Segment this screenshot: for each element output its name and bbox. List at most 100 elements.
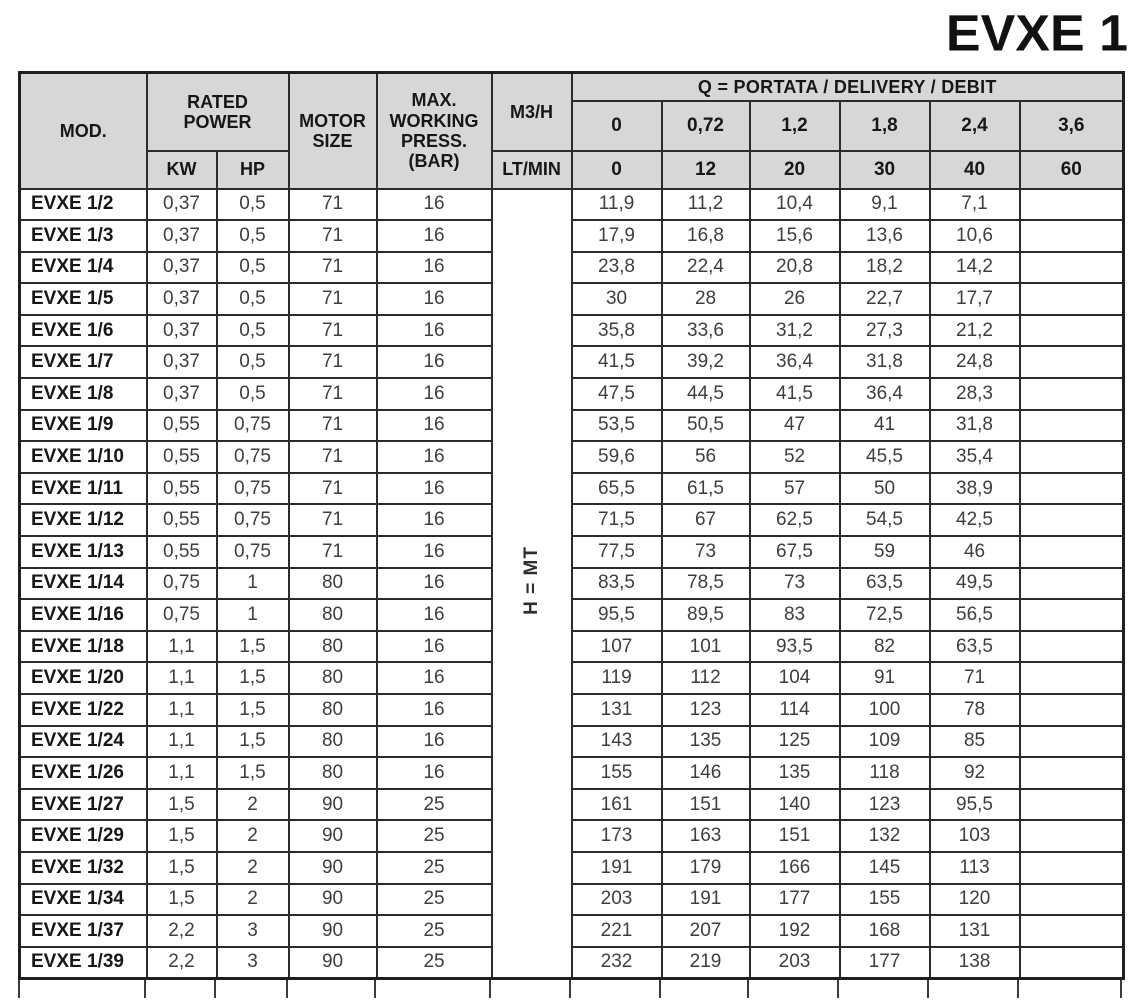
cell-max-press: 16 xyxy=(375,724,493,759)
row-model-label: EVXE 1/34 xyxy=(18,882,148,917)
cell-q-value: 63,5 xyxy=(928,629,1021,664)
table-row: EVXE 1/27 1,5 2 90 25 161 151 140 123 95… xyxy=(18,787,1125,822)
row-model-label: EVXE 1/18 xyxy=(18,629,148,664)
row-model-label: EVXE 1/8 xyxy=(18,377,148,411)
col-header-mod: MOD. xyxy=(18,71,148,190)
cell-q-value: 73 xyxy=(748,566,841,601)
cell-max-press: 16 xyxy=(375,598,493,632)
cell-q-value: 28 xyxy=(660,282,751,316)
cell-max-press: 16 xyxy=(375,503,493,538)
cell-q-value: 179 xyxy=(660,850,751,885)
table-continuation-stub xyxy=(747,979,749,998)
cell-q-value: 57 xyxy=(748,471,841,506)
row-model-label: EVXE 1/7 xyxy=(18,345,148,380)
cell-q-value xyxy=(1018,187,1125,222)
m3h-value: 1,8 xyxy=(838,99,931,152)
cell-q-value: 168 xyxy=(838,914,931,948)
row-model-label: EVXE 1/14 xyxy=(18,566,148,601)
col-header-q-title: Q = PORTATA / DELIVERY / DEBIT xyxy=(570,71,1125,102)
cell-hp: 1,5 xyxy=(215,661,290,695)
table-row: EVXE 1/20 1,1 1,5 80 16 119 112 104 91 7… xyxy=(18,661,1125,695)
row-model-label: EVXE 1/22 xyxy=(18,693,148,727)
ltmin-value: 60 xyxy=(1018,149,1125,190)
cell-q-value: 16,8 xyxy=(660,219,751,253)
cell-q-value: 31,8 xyxy=(928,408,1021,443)
cell-max-press: 16 xyxy=(375,566,493,601)
cell-hp: 3 xyxy=(215,945,290,980)
cell-q-value: 41,5 xyxy=(570,345,663,380)
table-continuation-stub xyxy=(489,979,491,998)
table-continuation-stub xyxy=(286,979,288,998)
cell-q-value: 72,5 xyxy=(838,598,931,632)
cell-kw: 0,75 xyxy=(145,598,218,632)
cell-q-value: 119 xyxy=(570,661,663,695)
cell-q-value: 42,5 xyxy=(928,503,1021,538)
cell-q-value: 20,8 xyxy=(748,250,841,285)
table-row: EVXE 1/3 0,37 0,5 71 16 17,9 16,8 15,6 1… xyxy=(18,219,1125,253)
cell-q-value: 135 xyxy=(748,756,841,790)
table-row: EVXE 1/2 0,37 0,5 71 16 H = MT 11,9 11,2 … xyxy=(18,187,1125,980)
cell-q-value: 22,4 xyxy=(660,250,751,285)
ltmin-value: 30 xyxy=(838,149,931,190)
ltmin-value: 20 xyxy=(748,149,841,190)
cell-q-value: 21,2 xyxy=(928,313,1021,348)
cell-q-value: 26 xyxy=(748,282,841,316)
cell-q-value xyxy=(1018,377,1125,411)
cell-q-value: 118 xyxy=(838,756,931,790)
table-continuation-stub xyxy=(569,979,571,998)
table-row: EVXE 1/26 1,1 1,5 80 16 155 146 135 118 … xyxy=(18,756,1125,790)
cell-motor-size: 80 xyxy=(287,661,378,695)
cell-kw: 0,55 xyxy=(145,535,218,569)
cell-q-value: 78,5 xyxy=(660,566,751,601)
cell-motor-size: 90 xyxy=(287,819,378,853)
cell-q-value: 104 xyxy=(748,661,841,695)
cell-hp: 1,5 xyxy=(215,724,290,759)
cell-q-value: 140 xyxy=(748,787,841,822)
cell-motor-size: 80 xyxy=(287,598,378,632)
cell-q-value: 56,5 xyxy=(928,598,1021,632)
cell-q-value: 146 xyxy=(660,756,751,790)
table-continuation-stub xyxy=(659,979,661,998)
cell-q-value: 52 xyxy=(748,440,841,474)
cell-q-value: 27,3 xyxy=(838,313,931,348)
table-row: EVXE 1/10 0,55 0,75 71 16 59,6 56 52 45,… xyxy=(18,440,1125,474)
cell-q-value xyxy=(1018,282,1125,316)
cell-q-value xyxy=(1018,882,1125,917)
cell-max-press: 16 xyxy=(375,345,493,380)
cell-q-value xyxy=(1018,471,1125,506)
cell-kw: 1,5 xyxy=(145,882,218,917)
cell-q-value xyxy=(1018,914,1125,948)
cell-kw: 1,1 xyxy=(145,629,218,664)
cell-q-value: 15,6 xyxy=(748,219,841,253)
cell-max-press: 25 xyxy=(375,819,493,853)
table-row: EVXE 1/8 0,37 0,5 71 16 47,5 44,5 41,5 3… xyxy=(18,377,1125,411)
cell-motor-size: 71 xyxy=(287,440,378,474)
cell-q-value: 151 xyxy=(748,819,841,853)
cell-motor-size: 80 xyxy=(287,566,378,601)
cell-q-value xyxy=(1018,850,1125,885)
table-continuation-stub xyxy=(927,979,929,998)
cell-motor-size: 71 xyxy=(287,187,378,222)
cell-max-press: 25 xyxy=(375,945,493,980)
cell-motor-size: 71 xyxy=(287,250,378,285)
cell-q-value: 132 xyxy=(838,819,931,853)
cell-motor-size: 71 xyxy=(287,345,378,380)
row-model-label: EVXE 1/11 xyxy=(18,471,148,506)
cell-q-value xyxy=(1018,629,1125,664)
table-body: EVXE 1/2 0,37 0,5 71 16 H = MT 11,9 11,2 … xyxy=(18,187,1125,980)
cell-q-value: 83 xyxy=(748,598,841,632)
cell-max-press: 25 xyxy=(375,882,493,917)
cell-hp: 0,75 xyxy=(215,471,290,506)
cell-q-value xyxy=(1018,408,1125,443)
cell-max-press: 16 xyxy=(375,440,493,474)
cell-q-value: 47,5 xyxy=(570,377,663,411)
cell-motor-size: 90 xyxy=(287,850,378,885)
table-row: EVXE 1/18 1,1 1,5 80 16 107 101 93,5 82 … xyxy=(18,629,1125,664)
cell-q-value xyxy=(1018,345,1125,380)
table-row: EVXE 1/29 1,5 2 90 25 173 163 151 132 10… xyxy=(18,819,1125,853)
cell-hp: 0,75 xyxy=(215,503,290,538)
table-header: MOD. RATED POWER MOTOR SIZE MAX. WORKING… xyxy=(18,71,1125,190)
row-model-label: EVXE 1/6 xyxy=(18,313,148,348)
cell-q-value: 145 xyxy=(838,850,931,885)
cell-q-value: 63,5 xyxy=(838,566,931,601)
